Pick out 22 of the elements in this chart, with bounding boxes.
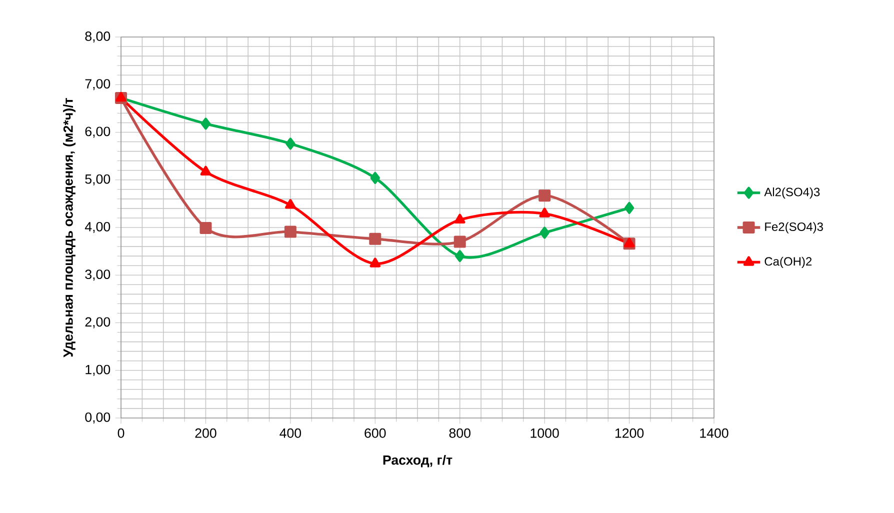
y-tick-label: 2,00 — [85, 317, 110, 328]
y-tick-label: 0,00 — [85, 412, 110, 424]
x-axis-title: Расход, г/т — [383, 454, 452, 468]
y-tick-label: 8,00 — [85, 31, 110, 43]
x-tick-label: 0 — [118, 428, 124, 438]
x-tick-label: 400 — [280, 428, 302, 438]
legend-label: Fe2(SO4)3 — [765, 222, 823, 234]
x-tick-label: 600 — [364, 428, 386, 438]
y-tick-label: 6,00 — [85, 126, 110, 138]
y-axis-title: Удельная площадь осаждения, (м2*ч)/т — [63, 98, 76, 358]
y-tick-label: 5,00 — [85, 174, 110, 186]
y-tick-label: 4,00 — [84, 222, 110, 234]
x-tick-label: 1400 — [700, 428, 728, 438]
x-tick-label: 800 — [449, 428, 470, 438]
legend-label: Ca(OH)2 — [764, 256, 812, 268]
x-tick-label: 1000 — [530, 428, 559, 438]
x-tick-label: 1200 — [615, 428, 644, 438]
y-tick-label: 7,00 — [85, 79, 110, 90]
y-tick-label: 1,00 — [86, 364, 110, 376]
y-tick-label: 3,00 — [85, 270, 110, 281]
legend-label: Al2(SO4)3 — [764, 187, 820, 199]
x-tick-label: 200 — [195, 428, 216, 438]
